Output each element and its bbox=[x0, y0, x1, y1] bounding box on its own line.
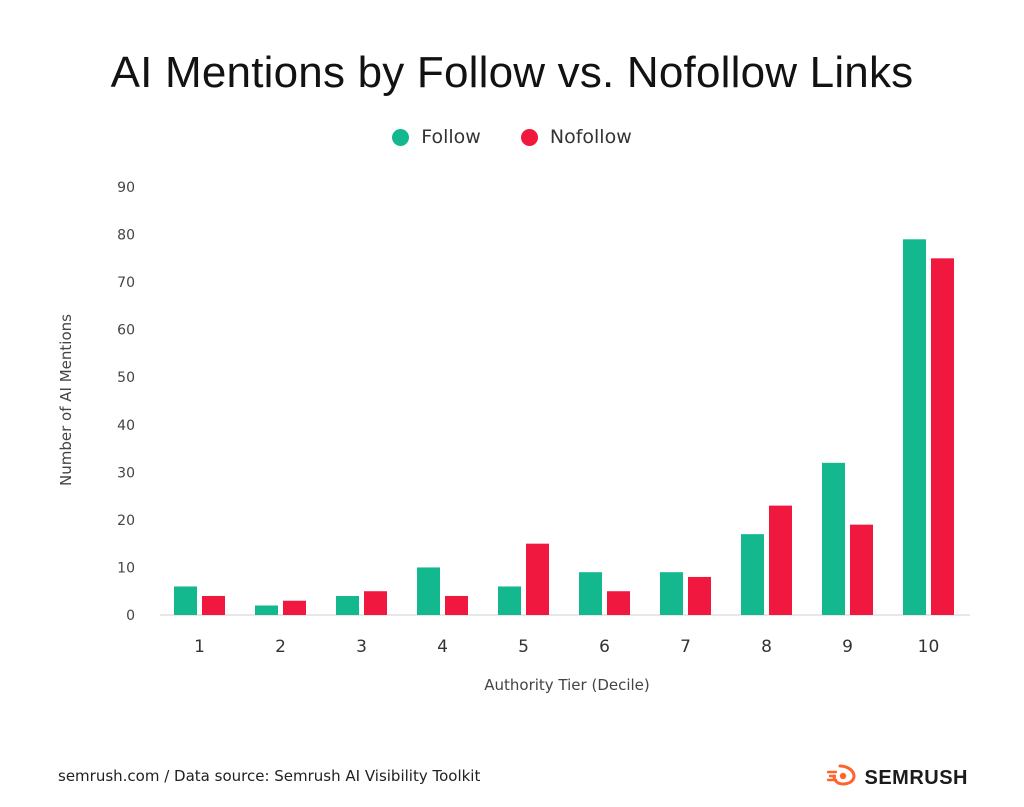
y-axis-title: Number of AI Mentions bbox=[57, 314, 75, 486]
y-tick-label: 50 bbox=[117, 370, 135, 386]
bar-nofollow-6 bbox=[607, 591, 630, 615]
bar-nofollow-9 bbox=[850, 524, 873, 615]
legend-item-nofollow: Nofollow bbox=[520, 126, 632, 148]
x-tick-label: 7 bbox=[680, 637, 691, 657]
y-tick-label: 30 bbox=[117, 465, 135, 481]
brand-name: SEMRUSH bbox=[864, 766, 968, 789]
x-tick-label: 10 bbox=[918, 637, 940, 657]
footer-source: semrush.com / Data source: Semrush AI Vi… bbox=[58, 767, 481, 785]
legend-swatch-follow bbox=[392, 128, 410, 146]
x-tick-label: 6 bbox=[599, 637, 610, 657]
bar-follow-7 bbox=[660, 572, 683, 615]
bar-nofollow-10 bbox=[931, 258, 954, 615]
bar-nofollow-7 bbox=[688, 576, 711, 615]
bar-follow-2 bbox=[255, 605, 278, 615]
legend-label-follow: Follow bbox=[421, 126, 481, 148]
x-axis-ticks: 1 2 3 4 5 6 7 8 9 10 bbox=[194, 637, 939, 657]
bar-follow-6 bbox=[579, 572, 602, 615]
y-tick-label: 70 bbox=[117, 275, 135, 291]
bars bbox=[174, 239, 954, 616]
legend-label-nofollow: Nofollow bbox=[549, 126, 632, 148]
y-tick-label: 80 bbox=[117, 228, 135, 244]
y-tick-label: 90 bbox=[117, 180, 135, 196]
x-tick-label: 2 bbox=[275, 637, 286, 657]
y-tick-label: 60 bbox=[117, 323, 135, 339]
x-tick-label: 9 bbox=[842, 637, 853, 657]
semrush-logo: SEMRUSH bbox=[826, 764, 968, 792]
x-axis-title: Authority Tier (Decile) bbox=[484, 676, 650, 694]
bar-follow-10 bbox=[903, 239, 926, 616]
bar-nofollow-3 bbox=[364, 591, 387, 615]
chart-title: AI Mentions by Follow vs. Nofollow Links bbox=[110, 48, 914, 97]
y-tick-label: 40 bbox=[117, 418, 135, 434]
bar-nofollow-4 bbox=[445, 595, 468, 615]
bar-nofollow-2 bbox=[283, 600, 306, 615]
legend-swatch-nofollow bbox=[520, 128, 538, 146]
y-tick-label: 10 bbox=[117, 560, 135, 576]
y-tick-label: 20 bbox=[117, 513, 135, 529]
bar-nofollow-5 bbox=[526, 543, 549, 615]
legend-item-follow: Follow bbox=[392, 126, 481, 148]
bar-follow-1 bbox=[174, 586, 197, 615]
x-tick-label: 1 bbox=[194, 637, 205, 657]
x-tick-label: 3 bbox=[356, 637, 367, 657]
semrush-fire-icon bbox=[826, 764, 856, 792]
bar-nofollow-1 bbox=[202, 595, 225, 615]
bar-follow-9 bbox=[822, 462, 845, 615]
bar-follow-8 bbox=[741, 534, 764, 615]
y-axis-ticks: 0 10 20 30 40 50 60 70 80 90 bbox=[117, 180, 135, 624]
bar-follow-4 bbox=[417, 567, 440, 615]
y-tick-label: 0 bbox=[126, 608, 135, 624]
x-tick-label: 4 bbox=[437, 637, 448, 657]
x-tick-label: 8 bbox=[761, 637, 772, 657]
x-tick-label: 5 bbox=[518, 637, 529, 657]
bar-follow-5 bbox=[498, 586, 521, 615]
legend: Follow Nofollow bbox=[0, 126, 1024, 148]
bar-follow-3 bbox=[336, 595, 359, 615]
bar-nofollow-8 bbox=[769, 505, 792, 615]
